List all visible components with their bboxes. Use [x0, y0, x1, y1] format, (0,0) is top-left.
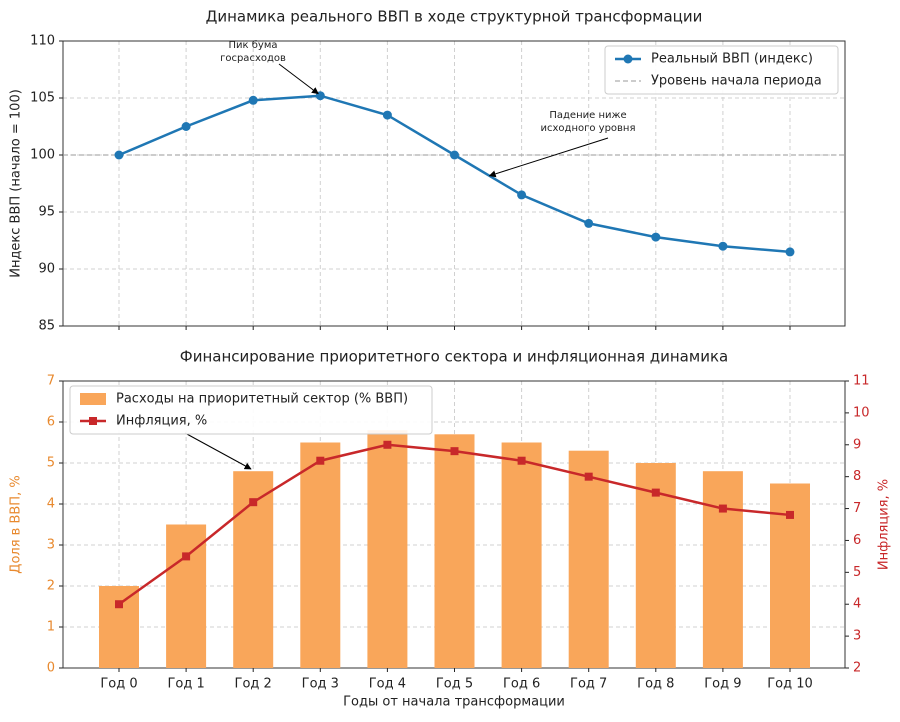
x-tick-label: Год 10 — [767, 677, 813, 692]
bar — [367, 430, 408, 668]
y2-tick-label: 4 — [853, 597, 861, 612]
marker — [651, 488, 660, 497]
marker — [383, 440, 392, 449]
y2-tick-label: 7 — [853, 501, 861, 516]
y2-tick-label: 11 — [853, 374, 870, 389]
marker — [718, 504, 727, 513]
x-tick-label: Год 3 — [302, 677, 339, 692]
bar — [300, 442, 341, 668]
y-tick-label: 85 — [38, 319, 55, 334]
marker — [786, 510, 794, 519]
marker — [584, 472, 593, 481]
marker — [651, 232, 661, 242]
y2-tick-label: 8 — [853, 469, 861, 484]
x-axis-label: Годы от начала трансформации — [343, 695, 565, 710]
bar — [702, 471, 743, 668]
marker — [718, 241, 728, 251]
y-tick-label: 1 — [47, 620, 55, 635]
marker — [450, 150, 459, 160]
y-tick-label: 95 — [38, 205, 55, 220]
chart-title: Финансирование приоритетного сектора и и… — [180, 348, 728, 366]
legend-marker — [623, 54, 633, 64]
plot-frame — [62, 40, 846, 327]
annotation-text: исходного уровня — [541, 123, 636, 134]
bar — [635, 463, 676, 668]
legend-box — [604, 45, 839, 95]
marker — [115, 600, 123, 609]
y2-axis-label: Инфляция, % — [877, 479, 892, 570]
marker — [517, 456, 526, 465]
x-tick-label: Год 9 — [704, 677, 741, 692]
x-tick-label: Год 5 — [436, 677, 473, 692]
y-tick-label: 2 — [47, 579, 55, 594]
x-tick-label: Год 6 — [503, 677, 540, 692]
y-axis-label: Индекс ВВП (начало = 100) — [9, 89, 24, 278]
x-tick-label: Год 1 — [167, 677, 204, 692]
marker — [517, 190, 527, 200]
bar — [501, 442, 542, 668]
legend-label: Расходы на приоритетный сектор (% ВВП) — [116, 392, 408, 407]
x-tick-label: Год 7 — [570, 677, 607, 692]
marker — [316, 456, 325, 465]
legend-label: Реальный ВВП (индекс) — [651, 52, 813, 67]
legend-marker — [89, 417, 97, 425]
x-tick-label: Год 4 — [369, 677, 406, 692]
bar — [166, 524, 207, 668]
y-axis-label: Доля в ВВП, % — [9, 475, 24, 573]
y-tick-label: 110 — [30, 34, 55, 49]
annotation-arrow — [184, 432, 252, 470]
marker — [450, 447, 459, 456]
y2-tick-label: 3 — [853, 629, 861, 644]
annotation-text: Падение ниже — [549, 110, 626, 121]
y2-tick-label: 6 — [853, 533, 861, 548]
annotation-arrow — [278, 63, 319, 95]
marker — [181, 122, 191, 131]
bar — [99, 586, 139, 668]
annotation-arrow — [488, 137, 609, 178]
marker — [584, 218, 594, 228]
marker — [785, 247, 795, 257]
legend-box — [69, 385, 433, 435]
marker — [382, 110, 392, 120]
legend-label: Уровень начала периода — [651, 74, 822, 89]
y2-tick-label: 10 — [853, 405, 870, 420]
y-tick-label: 0 — [47, 661, 55, 676]
bar — [568, 450, 609, 668]
marker — [248, 95, 258, 105]
y-tick-label: 105 — [30, 91, 55, 106]
marker — [182, 552, 191, 561]
x-tick-label: Год 2 — [235, 677, 272, 692]
marker — [249, 498, 258, 507]
y2-tick-label: 5 — [853, 565, 861, 580]
y-tick-label: 100 — [30, 148, 55, 163]
legend-swatch — [80, 393, 106, 405]
y2-tick-label: 2 — [853, 661, 861, 676]
y-tick-label: 5 — [47, 456, 55, 471]
y2-tick-label: 9 — [853, 437, 861, 452]
marker — [114, 150, 124, 160]
y-tick-label: 3 — [47, 538, 55, 553]
chart-title: Динамика реального ВВП в ходе структурно… — [206, 8, 703, 26]
annotation-text: госрасходов — [220, 53, 286, 64]
bar — [434, 434, 475, 668]
y-tick-label: 6 — [47, 415, 55, 430]
y-tick-label: 7 — [47, 374, 55, 389]
x-tick-label: Год 0 — [100, 677, 137, 692]
y-tick-label: 90 — [38, 262, 55, 277]
legend-label: Инфляция, % — [116, 414, 207, 429]
y-tick-label: 4 — [47, 497, 55, 512]
annotation-text: Пик бума — [229, 40, 278, 51]
x-tick-label: Год 8 — [637, 677, 674, 692]
